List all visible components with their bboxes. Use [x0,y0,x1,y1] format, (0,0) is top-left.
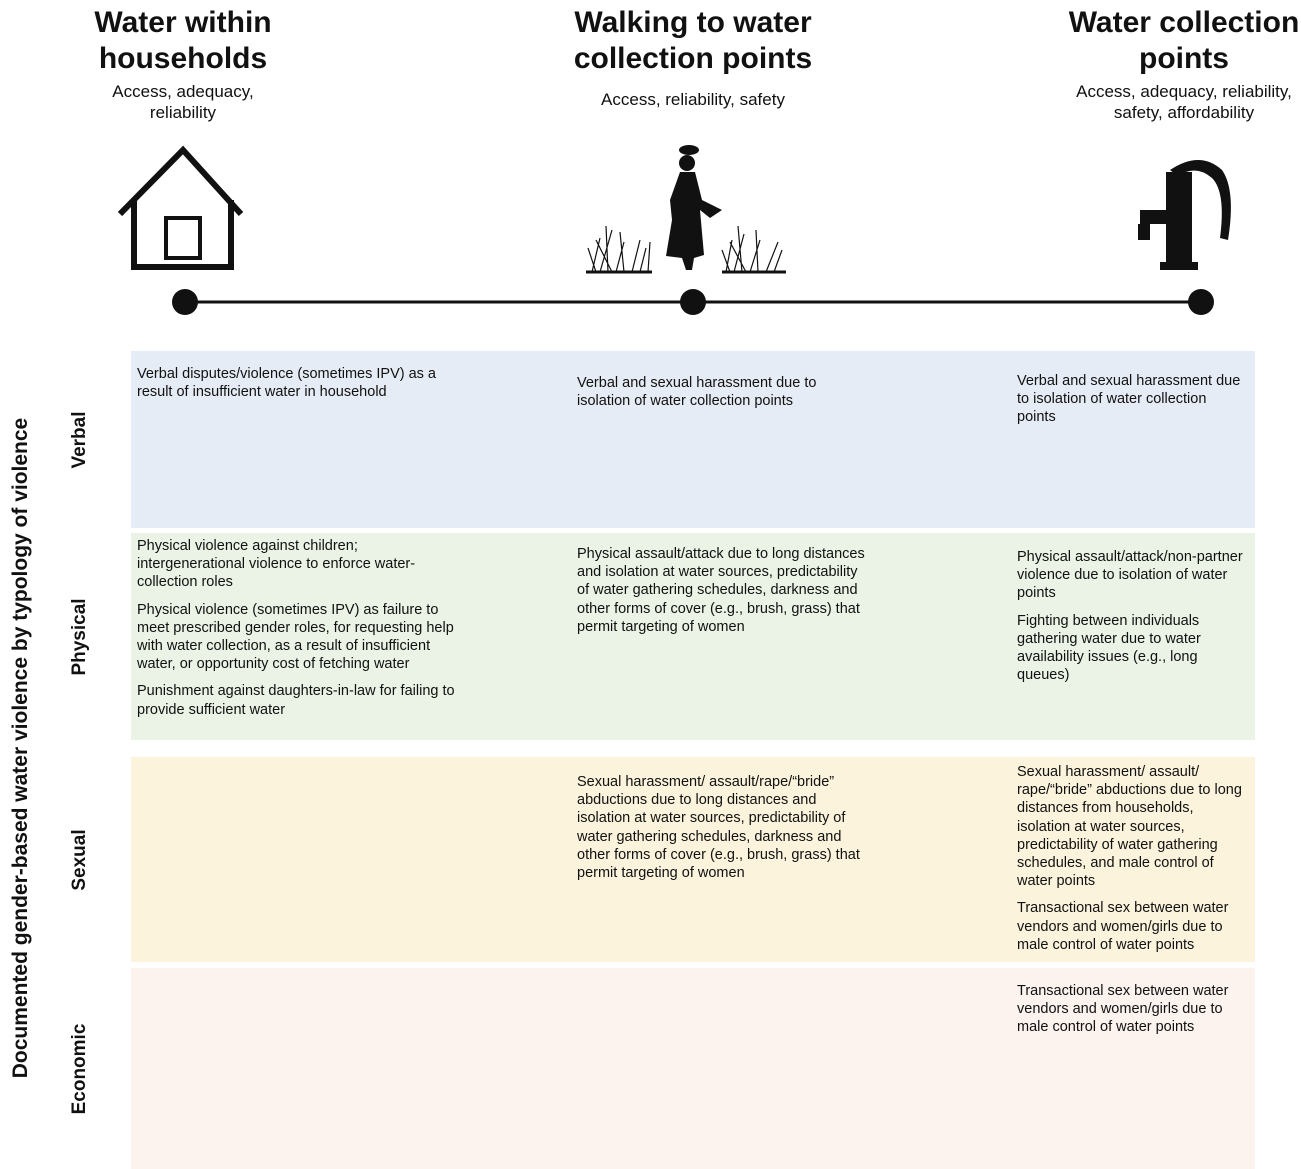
cell: Sexual harassment/ assault/ rape/“bride”… [1017,763,1249,963]
cell-text: Verbal and sexual harassment due to isol… [577,375,817,410]
cell: Physical violence against children; inte… [137,537,462,728]
cell: Verbal disputes/violence (sometimes IPV)… [137,365,462,410]
woman-icon [586,145,786,274]
house-icon [117,145,244,270]
cell: Transactional sex between water vendors … [1017,982,1249,1046]
column-subtitle: Access, adequacy, reliability, safety, a… [1076,82,1292,122]
timeline-icons [117,145,1231,315]
cell-text: Transactional sex between water vendors … [1017,983,1229,1036]
cell-text: Physical violence against children; inte… [137,538,416,591]
row-band [131,533,1255,740]
column-header: Water within households Access, adequacy,… [78,5,288,123]
pump-icon [1138,160,1231,270]
cell-text: Sexual harassment/ assault/ rape/“bride”… [1017,764,1242,890]
cell-text: Fighting between individuals gathering w… [1017,612,1201,684]
cell-text: Verbal disputes/violence (sometimes IPV)… [137,366,436,401]
cell-text: Physical assault/attack due to long dist… [577,546,865,635]
row-label: Economic [69,1023,90,1114]
column-title: Water within households [94,6,272,75]
column-title: Walking to water collection points [573,6,813,75]
row-label: Verbal [69,410,90,469]
row-band [131,968,1255,1169]
timeline-dot [172,289,198,315]
cell: Verbal and sexual harassment due to isol… [1017,372,1249,436]
cell: Physical assault/attack/non-partner viol… [1017,548,1249,693]
cell: Physical assault/attack due to long dist… [577,545,872,645]
cell-text: Physical violence (sometimes IPV) as fai… [137,601,454,673]
cell: Sexual harassment/ assault/rape/“bride” … [577,773,872,891]
column-subtitle: Access, reliability, safety [601,90,785,109]
cell-text: Sexual harassment/ assault/rape/“bride” … [577,774,860,882]
cell-text: Punishment against daughters-in-law for … [137,683,455,718]
row-label: Physical [69,597,90,676]
side-label: Documented gender-based water violence b… [9,417,32,1079]
cell-text: Physical assault/attack/non-partner viol… [1017,549,1243,602]
column-subtitle: Access, adequacy, reliability [112,82,254,122]
row-band [131,351,1255,528]
cell: Verbal and sexual harassment due to isol… [577,374,872,419]
row-label: Sexual [69,828,90,891]
column-title: Water collection points [1068,6,1300,75]
cell-text: Verbal and sexual harassment due to isol… [1017,373,1241,426]
column-header: Water collection points Access, adequacy,… [1059,5,1301,123]
cell-text: Transactional sex between water vendors … [1017,900,1229,953]
timeline-dot [680,289,706,315]
row-band [131,757,1255,962]
column-header: Walking to water collection points Access… [558,5,828,110]
timeline-dot [1188,289,1214,315]
